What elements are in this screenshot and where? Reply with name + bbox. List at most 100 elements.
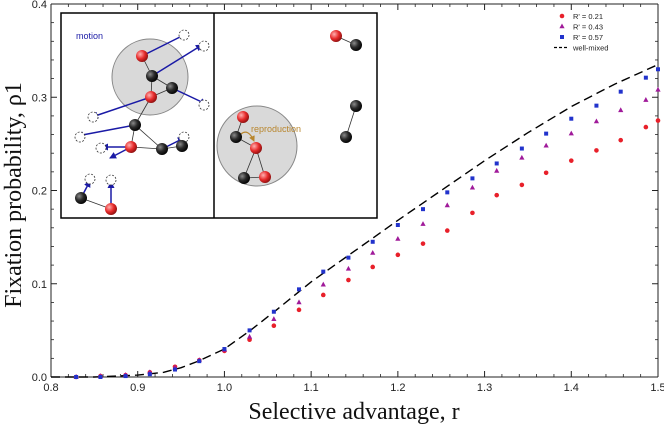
- data-point-square: [544, 131, 549, 136]
- data-point-square: [445, 190, 450, 195]
- legend-label: R' = 0.57: [573, 33, 603, 42]
- data-point-square: [98, 375, 103, 379]
- resident-node: [340, 131, 352, 143]
- data-point-circle: [568, 158, 574, 163]
- data-point-triangle: [444, 202, 450, 208]
- reproduction-label: reproduction: [251, 124, 301, 134]
- legend-swatch-circle: [559, 13, 565, 19]
- data-point-square: [421, 207, 426, 212]
- data-point-circle: [594, 148, 599, 153]
- x-tick-label: 1.5: [650, 382, 664, 394]
- data-point-square: [297, 287, 302, 292]
- data-point-square: [594, 103, 599, 108]
- data-point-circle: [543, 170, 549, 176]
- data-point-circle: [320, 292, 326, 298]
- data-point-triangle: [618, 107, 624, 113]
- data-point-square: [346, 255, 351, 260]
- data-point-square: [370, 239, 375, 244]
- data-point-square: [271, 309, 276, 314]
- data-point-circle: [643, 124, 649, 130]
- data-point-triangle: [345, 265, 352, 271]
- resident-node: [230, 131, 242, 143]
- data-point-triangle: [271, 316, 277, 321]
- motion-arrows: [76, 32, 207, 209]
- data-point-triangle: [469, 184, 476, 190]
- mutant-node: [145, 91, 157, 103]
- data-point-triangle: [519, 154, 525, 160]
- x-tick-labels: 0.8 0.9 1.0 1.1 1.2 1.3 1.4 1.5: [43, 382, 664, 394]
- legend-label: well-mixed: [572, 43, 608, 52]
- inset-illustration: motion: [60, 12, 378, 219]
- resident-node: [146, 70, 158, 82]
- data-point-circle: [346, 277, 351, 283]
- y-axis-title: Fixation probability, ρ1: [1, 82, 27, 308]
- data-point-square: [519, 146, 524, 151]
- mutant-node: [250, 142, 262, 154]
- data-point-circle: [370, 264, 376, 270]
- data-point-circle: [296, 307, 302, 313]
- resident-node: [350, 100, 362, 112]
- legend-swatch-square: [560, 35, 564, 39]
- data-point-circle: [618, 137, 624, 143]
- resident-node: [166, 82, 178, 94]
- data-point-square: [247, 328, 252, 333]
- mutant-node: [125, 141, 137, 153]
- data-point-triangle: [296, 299, 302, 305]
- y-tick-label: 0.1: [32, 279, 47, 291]
- data-point-circle: [271, 323, 277, 329]
- mutant-node: [237, 111, 249, 123]
- legend-label: R' = 0.43: [573, 22, 603, 31]
- x-tick-label: 1.3: [477, 382, 492, 394]
- x-tick-label: 1.0: [217, 382, 232, 394]
- data-point-square: [569, 116, 574, 121]
- y-tick-label: 0.4: [32, 0, 47, 11]
- data-point-triangle: [568, 130, 574, 136]
- mutant-node: [136, 50, 148, 62]
- data-point-square: [123, 374, 128, 379]
- reproduction-arrow: [240, 131, 255, 142]
- inset-frame: [60, 12, 378, 219]
- data-point-triangle: [370, 249, 376, 255]
- data-point-square: [147, 372, 152, 377]
- axis-ticks: [50, 3, 659, 378]
- data-point-circle: [470, 210, 475, 216]
- legend-label: R' = 0.21: [573, 12, 603, 21]
- motion-panel: motion: [74, 29, 210, 215]
- data-point-square: [74, 375, 79, 379]
- mutant-node: [105, 203, 117, 215]
- data-point-square: [321, 269, 326, 274]
- data-point-square: [656, 67, 660, 72]
- data-point-circle: [395, 252, 401, 258]
- x-tick-label: 1.4: [564, 382, 579, 394]
- data-point-triangle: [593, 118, 600, 124]
- mutant-node: [330, 30, 342, 42]
- data-point-triangle: [655, 86, 661, 92]
- data-point-circle: [519, 182, 525, 188]
- legend-swatch-triangle: [559, 23, 565, 29]
- x-tick-label: 0.8: [43, 382, 58, 394]
- mutant-node: [259, 171, 271, 183]
- x-tick-label: 1.1: [303, 382, 318, 394]
- data-point-square: [643, 75, 648, 80]
- data-point-circle: [420, 241, 426, 246]
- data-points: [73, 67, 661, 380]
- resident-node: [350, 39, 362, 51]
- data-point-triangle: [420, 221, 426, 226]
- data-point-circle: [494, 192, 500, 198]
- resident-node: [176, 140, 188, 152]
- ghost-positions: [74, 29, 210, 186]
- data-point-triangle: [246, 333, 253, 339]
- data-point-square: [470, 176, 475, 181]
- data-point-square: [173, 367, 178, 372]
- y-tick-label: 0.3: [32, 92, 47, 104]
- y-tick-labels: 0.0 0.1 0.2 0.3 0.4: [32, 0, 47, 384]
- data-point-triangle: [494, 167, 500, 173]
- data-point-square: [494, 161, 499, 166]
- resident-node: [238, 172, 250, 184]
- motion-label: motion: [76, 31, 103, 41]
- data-point-square: [618, 89, 623, 94]
- data-point-triangle: [395, 235, 401, 241]
- reproduction-panel: reproduction: [216, 30, 362, 187]
- resident-node: [129, 119, 141, 131]
